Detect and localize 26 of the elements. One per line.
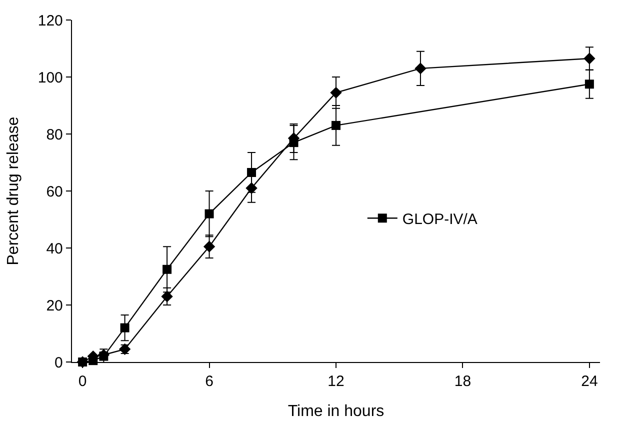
- point: [246, 182, 258, 194]
- y-tick-label: 0: [54, 354, 63, 372]
- point: [120, 323, 130, 332]
- y-tick-label: 20: [46, 297, 63, 314]
- point: [161, 290, 173, 302]
- point: [584, 52, 596, 64]
- point: [204, 209, 214, 218]
- x-tick-label: 6: [205, 373, 214, 390]
- x-tick-label: 24: [581, 373, 598, 390]
- y-tick-label: 120: [38, 12, 63, 30]
- x-axis-title: Time in hours: [288, 402, 384, 420]
- y-axis-title: Percent drug release: [4, 116, 22, 266]
- x-tick-label: 12: [328, 373, 344, 390]
- legend-label: GLOP-IV/A: [402, 210, 478, 228]
- y-tick-label: 40: [46, 240, 63, 258]
- point: [584, 80, 594, 89]
- y-tick-label: 60: [46, 183, 63, 200]
- x-tick-label: 0: [78, 373, 87, 390]
- point: [162, 264, 172, 274]
- x-tick-label: 18: [454, 373, 472, 390]
- y-tick-label: 100: [38, 69, 63, 86]
- point: [332, 120, 340, 130]
- point: [330, 86, 342, 99]
- point: [414, 62, 426, 74]
- y-tick-label: 80: [46, 126, 63, 144]
- point: [203, 240, 216, 252]
